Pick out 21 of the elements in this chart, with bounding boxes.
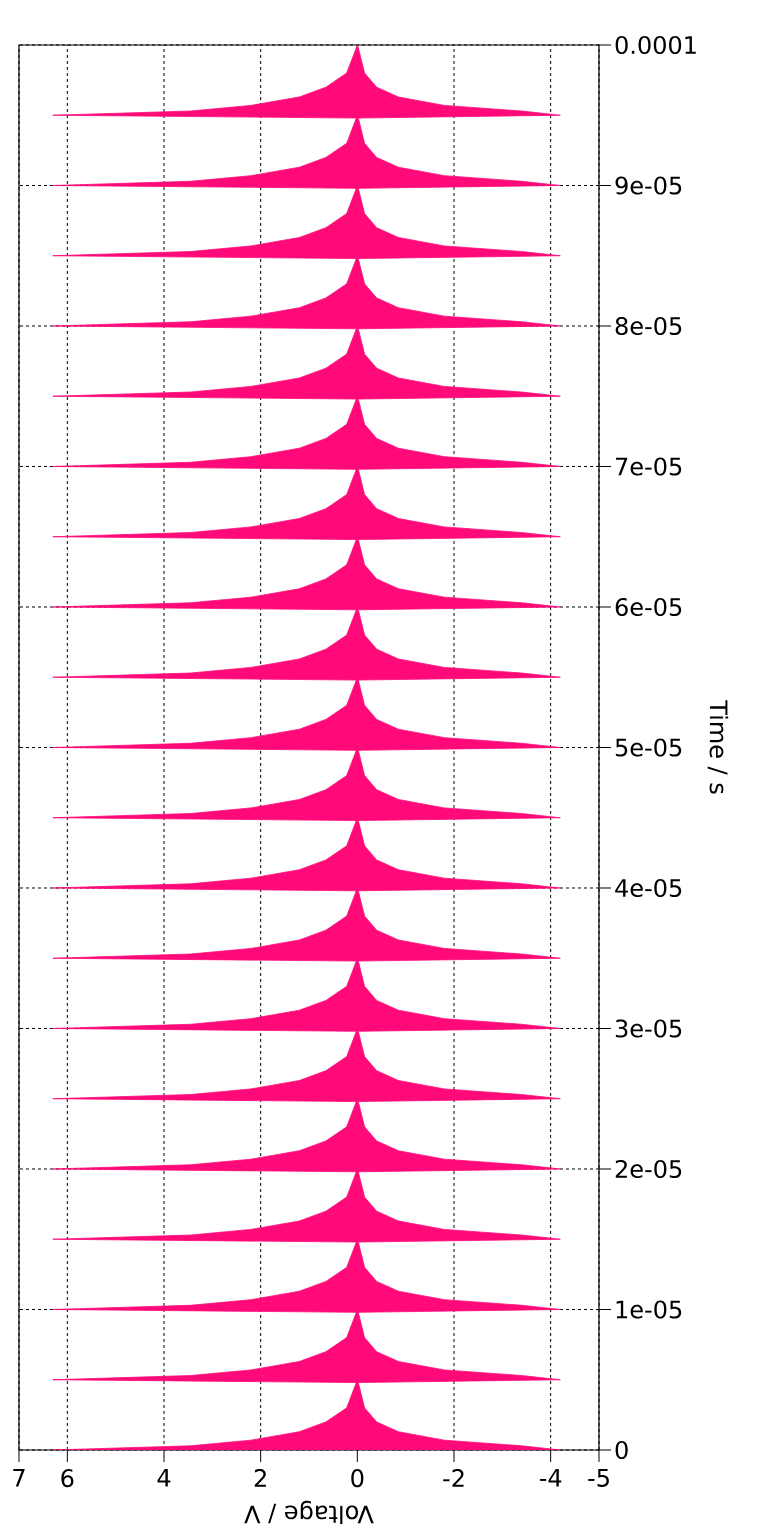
- x-tick-label: 7: [13, 1469, 25, 1487]
- x-tick-label: -4: [539, 1469, 562, 1487]
- y-tick-label: 0.0001: [615, 35, 696, 55]
- y-tick-label: 6e-05: [615, 597, 682, 617]
- y-tick-label: 9e-05: [615, 176, 682, 195]
- y-tick-label: 0: [615, 1440, 628, 1460]
- y-axis-title: Time / s: [707, 700, 729, 794]
- y-tick-label: 3e-05: [615, 1019, 682, 1038]
- y-tick-label: 1e-05: [616, 1300, 682, 1319]
- x-axis-title: Voltage / V: [244, 1500, 374, 1525]
- x-tick-label: 4: [157, 1469, 171, 1487]
- y-tick-label: 4e-05: [615, 878, 682, 898]
- y-tick-label: 7e-05: [616, 457, 682, 476]
- x-tick-label: 2: [254, 1469, 266, 1487]
- y-tick-label: 2e-05: [615, 1159, 682, 1179]
- y-tick-label: 8e-05: [615, 316, 682, 336]
- x-tick-label: 6: [61, 1469, 74, 1488]
- y-tick-label: 5e-05: [615, 738, 682, 757]
- x-tick-label: -5: [588, 1469, 609, 1487]
- x-tick-label: -2: [443, 1469, 464, 1487]
- x-tick-label: 0: [351, 1469, 364, 1488]
